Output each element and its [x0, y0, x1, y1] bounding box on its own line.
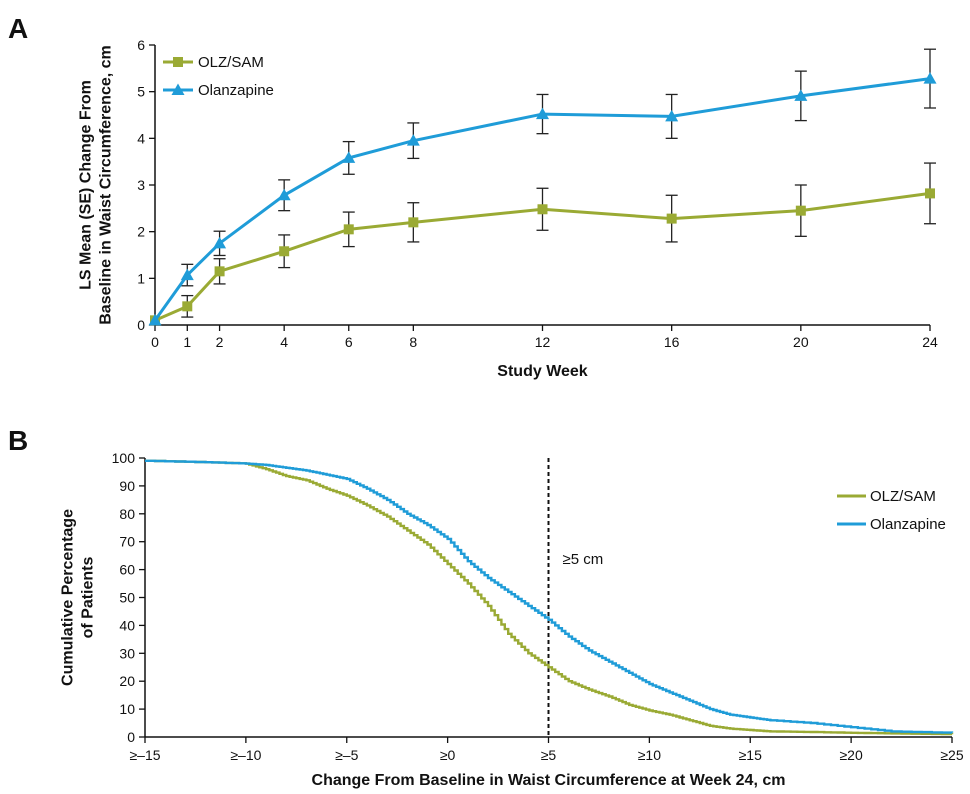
y-tick-label: 50 — [119, 590, 135, 606]
legend-marker — [171, 83, 185, 95]
y-tick-label: 5 — [137, 84, 145, 100]
y-axis-title-line: of Patients — [79, 557, 96, 639]
y-tick-label: 90 — [119, 478, 135, 494]
x-tick-label: ≥5 — [541, 747, 557, 763]
data-point — [182, 301, 193, 312]
x-tick-label: 16 — [664, 334, 680, 350]
legend-marker — [173, 57, 183, 67]
y-tick-label: 2 — [137, 224, 145, 240]
data-point — [408, 217, 419, 228]
y-tick-label: 30 — [119, 645, 135, 661]
x-axis-title: Study Week — [497, 363, 588, 380]
data-point — [536, 107, 549, 120]
x-tick-label: 6 — [345, 334, 353, 350]
data-point — [666, 213, 677, 224]
y-axis-title: LS Mean (SE) Change From Baseline in Wais… — [77, 45, 114, 325]
series-line-olanzapine — [153, 77, 931, 322]
data-point — [277, 188, 291, 201]
legend-label: Olanzapine — [198, 82, 274, 99]
x-tick-label: ≥0 — [440, 747, 456, 763]
x-tick-label: 2 — [216, 334, 224, 350]
x-tick-label: 4 — [280, 334, 288, 350]
legend-label: Olanzapine — [870, 516, 946, 533]
y-axis-title: Cumulative Percentage of Patients — [59, 509, 96, 686]
x-tick-label: 0 — [151, 334, 159, 350]
legend-label: OLZ/SAM — [198, 54, 264, 71]
data-point — [342, 151, 356, 163]
y-tick-label: 6 — [137, 37, 145, 53]
y-tick-label: 80 — [119, 506, 135, 522]
data-point — [148, 313, 162, 326]
y-tick-label: 1 — [137, 270, 145, 286]
x-tick-label: ≥15 — [739, 747, 762, 763]
y-axis-title-line: Cumulative Percentage — [59, 509, 76, 686]
x-tick-label: ≥–5 — [335, 747, 358, 763]
x-tick-label: 24 — [922, 334, 938, 350]
data-point — [665, 109, 679, 122]
y-tick-label: 70 — [119, 534, 135, 550]
panel-b-chart: 0 10 20 30 40 50 60 70 80 90 100 ≥–15 ≥–10 ≥–5 ≥0 ≥5 ≥10… — [59, 450, 963, 789]
y-tick-label: 60 — [119, 562, 135, 578]
x-tick-label: ≥–10 — [230, 747, 261, 763]
data-point — [213, 236, 227, 249]
y-tick-label: 0 — [137, 317, 145, 333]
y-tick-label: 10 — [119, 701, 135, 717]
y-tick-label: 20 — [119, 673, 135, 689]
x-tick-label: ≥25 — [940, 747, 963, 763]
x-tick-label: ≥20 — [839, 747, 862, 763]
data-point — [794, 89, 808, 101]
y-tick-label: 4 — [137, 130, 145, 146]
data-point — [180, 268, 194, 281]
y-axis-title-line: Baseline in Waist Circumference, cm — [97, 45, 114, 325]
x-axis-title: Change From Baseline in Waist Circumfere… — [312, 772, 786, 789]
panel-a-letter: A — [8, 13, 28, 44]
x-tick-label: ≥–15 — [129, 747, 160, 763]
data-point — [925, 188, 935, 199]
x-tick-label: 20 — [793, 334, 809, 350]
series-curve-olz-sam — [145, 459, 954, 736]
data-point — [923, 72, 937, 84]
data-point — [795, 205, 806, 216]
data-point — [279, 246, 290, 257]
x-tick-label: 1 — [183, 334, 191, 350]
y-tick-label: 100 — [112, 450, 136, 466]
y-tick-label: 0 — [127, 729, 135, 745]
series-curve-olanzapine — [145, 459, 954, 734]
series-line-olz-sam — [154, 191, 931, 322]
x-tick-label: 8 — [409, 334, 417, 350]
data-point — [406, 134, 420, 146]
legend-label: OLZ/SAM — [870, 488, 936, 505]
y-tick-label: 3 — [137, 177, 145, 193]
reference-line-label: ≥5 cm — [563, 551, 604, 568]
data-point — [214, 266, 225, 277]
y-axis-title-line: LS Mean (SE) Change From — [77, 80, 94, 290]
data-point — [537, 204, 548, 215]
x-tick-label: ≥10 — [638, 747, 661, 763]
x-tick-label: 12 — [535, 334, 551, 350]
panel-b-letter: B — [8, 425, 28, 456]
y-tick-label: 40 — [119, 617, 135, 633]
data-point — [343, 224, 354, 235]
